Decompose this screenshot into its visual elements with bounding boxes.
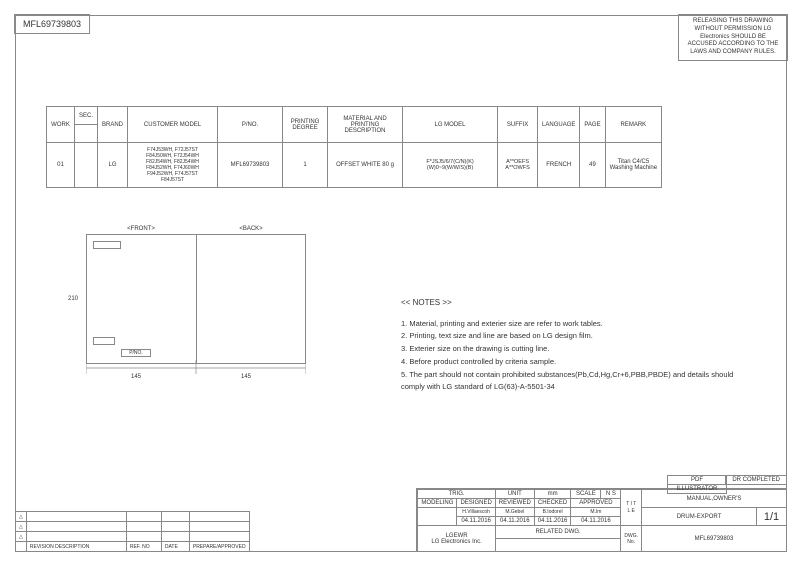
tb-title2: DRUM-EXPORT: [642, 508, 757, 526]
doc-number-mirrored: MFL69739803: [14, 14, 90, 34]
cell-suffix: A**OEFS A**OWFS: [498, 143, 538, 188]
work-table: WORK SEC. BRAND CUSTOMER MODEL P/NO. PRI…: [46, 106, 662, 188]
cell-model: F74J53WH, F72J57ST F84J50WH, F72J54WH F8…: [128, 143, 218, 188]
note-3: 3. Exterier size on the drawing is cutti…: [401, 343, 736, 356]
tb-date4: 04.11.2016: [571, 517, 621, 526]
pdf-box: PDF ILLUSTRATOR: [667, 475, 727, 494]
dim-arrows: [86, 360, 306, 378]
title-block: DR COMPLETED PDF ILLUSTRATOR TRIG. UNIT …: [416, 488, 787, 552]
note-4: 4. Before product controlled by criteria…: [401, 356, 736, 369]
tb-mm: mm: [534, 490, 571, 499]
col-sec: SEC.: [75, 107, 98, 125]
col-model: CUSTOMER MODEL: [128, 107, 218, 143]
label-front: <FRONT>: [86, 226, 196, 232]
notes-section: << NOTES >> 1. Material, printing and ex…: [401, 296, 736, 394]
rev-desc: REVISION DESCRIPTION: [26, 542, 126, 552]
tb-scale: SCALE: [571, 490, 601, 499]
tb-ns: N S: [601, 490, 621, 499]
col-remark: REMARK: [605, 107, 661, 143]
rev-date: DATE: [161, 542, 189, 552]
cell-degree: 1: [283, 143, 328, 188]
col-suffix: SUFFIX: [498, 107, 538, 143]
col-material: MATERIAL AND PRINTING DESCRIPTION: [328, 107, 403, 143]
cell-material: OFFSET WHITE 80 g: [328, 143, 403, 188]
tb-dwgno: DWG. No.: [621, 526, 642, 552]
cell-brand: LG: [98, 143, 128, 188]
col-pno: P/NO.: [218, 107, 283, 143]
note-1: 1. Material, printing and exterier size …: [401, 318, 736, 331]
cell-remark: Titan C4/C5 Washing Machine: [605, 143, 661, 188]
tb-approved: APPROVED: [571, 499, 621, 508]
layout-diagram: <FRONT> <BACK> P/NO. 210 145 145: [86, 226, 306, 364]
rect-1: [93, 241, 121, 249]
cell-lgmodel: F*JSJ5/6/7(C/N)(K)(W)0~9(W/W/S)(B): [403, 143, 498, 188]
tb-sheet: 1/1: [757, 508, 787, 526]
label-back: <BACK>: [196, 226, 306, 232]
tb-modeling: MODELING: [418, 499, 457, 508]
drawing-frame: MFL69739803 RELEASING THIS DRAWING WITHO…: [15, 15, 787, 552]
tb-name4: M.Im: [571, 508, 621, 517]
col-page: PAGE: [580, 107, 605, 143]
revision-block: △ △ △ REVISION DESCRIPTIONREF. NODATEPRE…: [15, 511, 250, 552]
col-brand: BRAND: [98, 107, 128, 143]
col-work: WORK: [47, 107, 75, 143]
col-degree: PRINTING DEGREE: [283, 107, 328, 143]
rect-2: [93, 337, 115, 345]
cell-work: 01: [47, 143, 75, 188]
rect-pno: P/NO.: [121, 349, 151, 357]
tb-date3: 04.11.2016: [534, 517, 571, 526]
tb-unit: UNIT: [495, 490, 534, 499]
tb-trig: TRIG.: [418, 490, 495, 499]
cell-lang: FRENCH: [538, 143, 580, 188]
note-5: 5. The part should not contain prohibite…: [401, 369, 736, 395]
tb-title-label: T I T L E: [621, 490, 642, 526]
col-lang: LANGUAGE: [538, 107, 580, 143]
tb-name2: M.Gebel: [495, 508, 534, 517]
notes-title: << NOTES >>: [401, 296, 736, 310]
tb-company: LG Electronics Inc.: [421, 539, 491, 545]
tb-name1: H.Villaescoh: [457, 508, 495, 517]
col-lgmodel: LG MODEL: [403, 107, 498, 143]
dr-completed: DR COMPLETED: [725, 475, 787, 485]
tb-reviewed: REVIEWED: [495, 499, 534, 508]
tb-docno: MFL69739803: [642, 526, 787, 552]
cell-pno: MFL69739803: [218, 143, 283, 188]
tb-name3: B.Iodorel: [534, 508, 571, 517]
diagram-box: P/NO.: [86, 234, 306, 364]
tb-date2: 04.11.2016: [495, 517, 534, 526]
tb-designed: DESIGNED: [457, 499, 495, 508]
dim-vertical: 210: [68, 296, 78, 302]
note-2: 2. Printing, text size and line are base…: [401, 330, 736, 343]
rev-prep: PREPARE/APPROVED: [189, 542, 249, 552]
tb-checked: CHECKED: [534, 499, 571, 508]
tb-related: RELATED DWG.: [495, 526, 621, 539]
tb-date1: 04.11.2016: [457, 517, 495, 526]
disclaimer-box: RELEASING THIS DRAWING WITHOUT PERMISSIO…: [678, 14, 788, 61]
rev-ref: REF. NO: [126, 542, 161, 552]
cell-page: 49: [580, 143, 605, 188]
